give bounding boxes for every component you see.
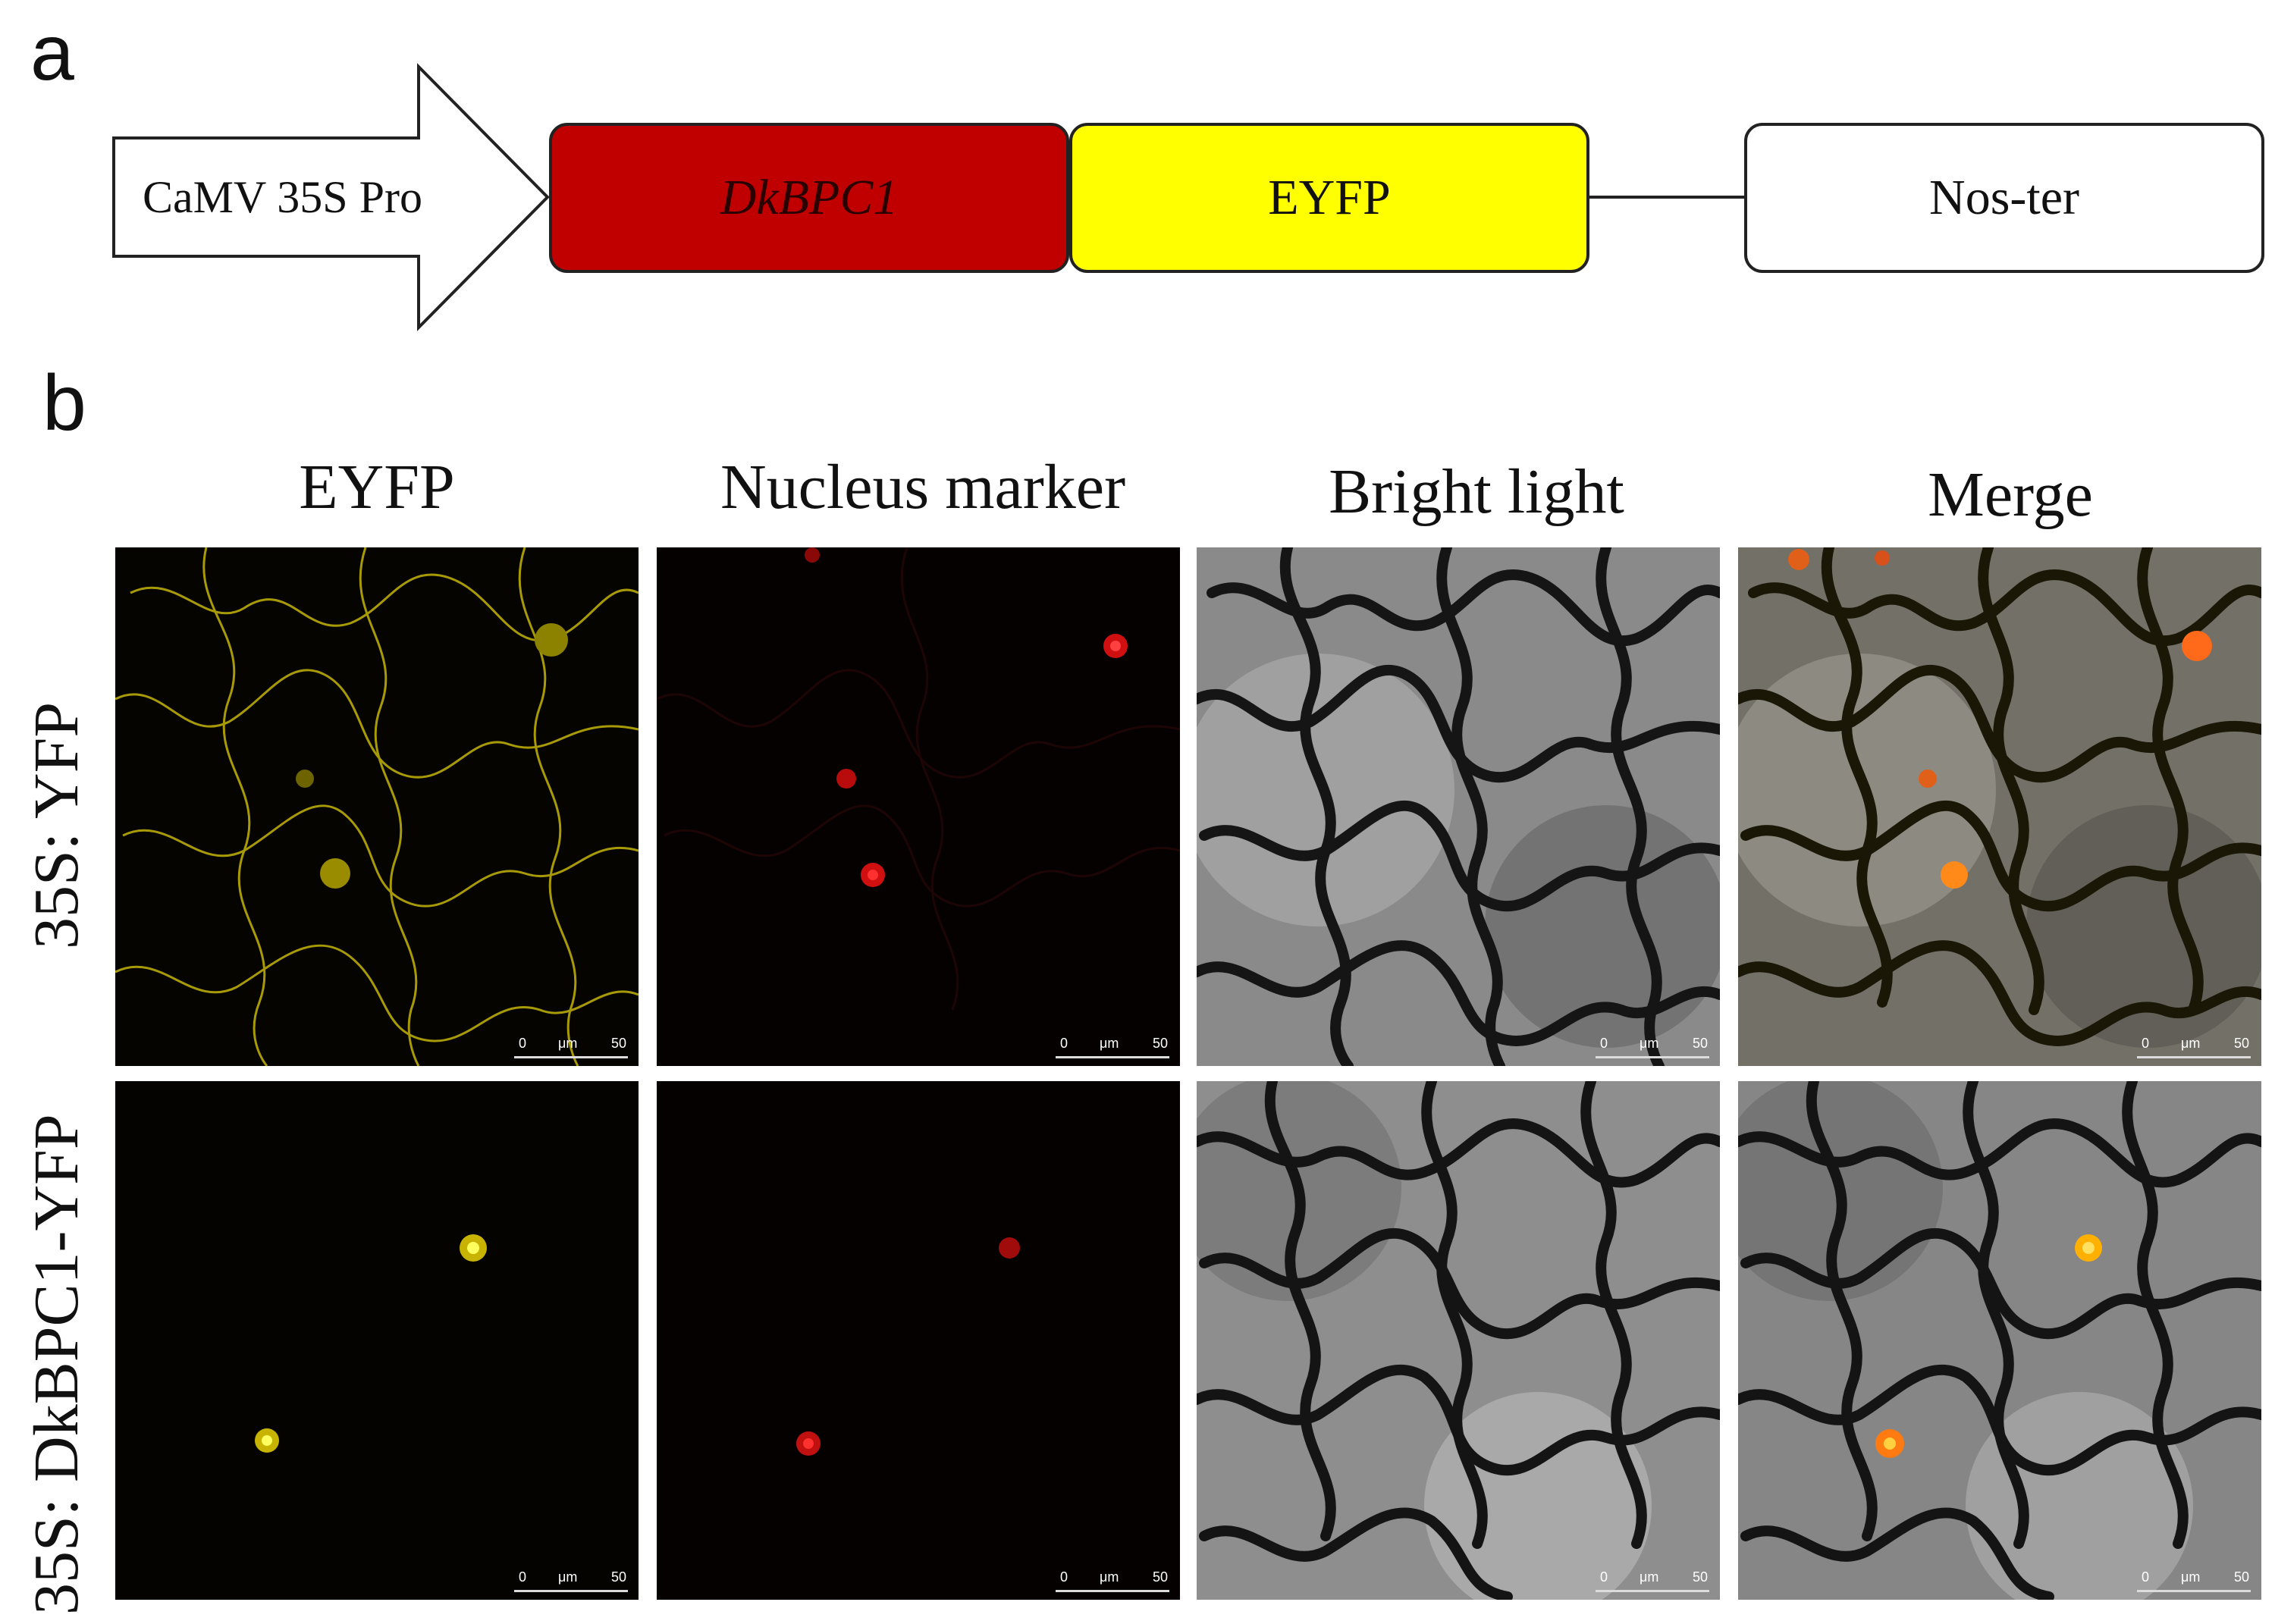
column-header-merge: Merge — [1928, 459, 2093, 530]
column-header-eyfp: EYFP — [299, 452, 455, 522]
image-yfp-bright-light: 0 μm 50 — [1197, 547, 1720, 1066]
promoter-arrow — [112, 63, 550, 331]
column-header-nucleus-marker: Nucleus marker — [720, 452, 1126, 522]
row-header-35s-yfp: 35S: YFP — [21, 701, 92, 949]
construct-diagram — [112, 63, 550, 331]
row-header-35s-dkbpc1-yfp: 35S: DkBPC1-YFP — [21, 1114, 92, 1615]
panel-label-b: b — [42, 359, 86, 447]
scale-bar: 0 μm 50 — [514, 1036, 628, 1061]
linker-line — [1589, 196, 1746, 199]
scale-bar: 0 μm 50 — [1596, 1569, 1709, 1595]
gene-label: DkBPC1 — [720, 170, 899, 225]
promoter-label: CaMV 35S Pro — [143, 172, 422, 222]
terminator-label: Nos-ter — [1929, 170, 2079, 225]
scale-bar: 0 μm 50 — [1596, 1036, 1709, 1061]
reporter-label: EYFP — [1268, 170, 1391, 225]
scale-bar: 0 μm 50 — [514, 1569, 628, 1595]
image-dkbpc1-eyfp: 0 μm 50 — [115, 1081, 639, 1600]
scale-bar: 0 μm 50 — [2137, 1036, 2251, 1061]
panel-label-a: a — [30, 9, 74, 97]
terminator-box: Nos-ter — [1744, 123, 2264, 273]
gene-box: DkBPC1 — [549, 123, 1069, 273]
reporter-box: EYFP — [1069, 123, 1589, 273]
image-yfp-eyfp: 0 μm 50 — [115, 547, 639, 1066]
image-dkbpc1-nucleus-marker: 0 μm 50 — [657, 1081, 1180, 1600]
column-header-bright-light: Bright light — [1329, 456, 1624, 527]
scale-bar: 0 μm 50 — [1056, 1036, 1169, 1061]
image-yfp-merge: 0 μm 50 — [1738, 547, 2261, 1066]
scale-bar: 0 μm 50 — [2137, 1569, 2251, 1595]
image-dkbpc1-bright-light: 0 μm 50 — [1197, 1081, 1720, 1600]
scale-bar: 0 μm 50 — [1056, 1569, 1169, 1595]
image-dkbpc1-merge: 0 μm 50 — [1738, 1081, 2261, 1600]
image-yfp-nucleus-marker: 0 μm 50 — [657, 547, 1180, 1066]
